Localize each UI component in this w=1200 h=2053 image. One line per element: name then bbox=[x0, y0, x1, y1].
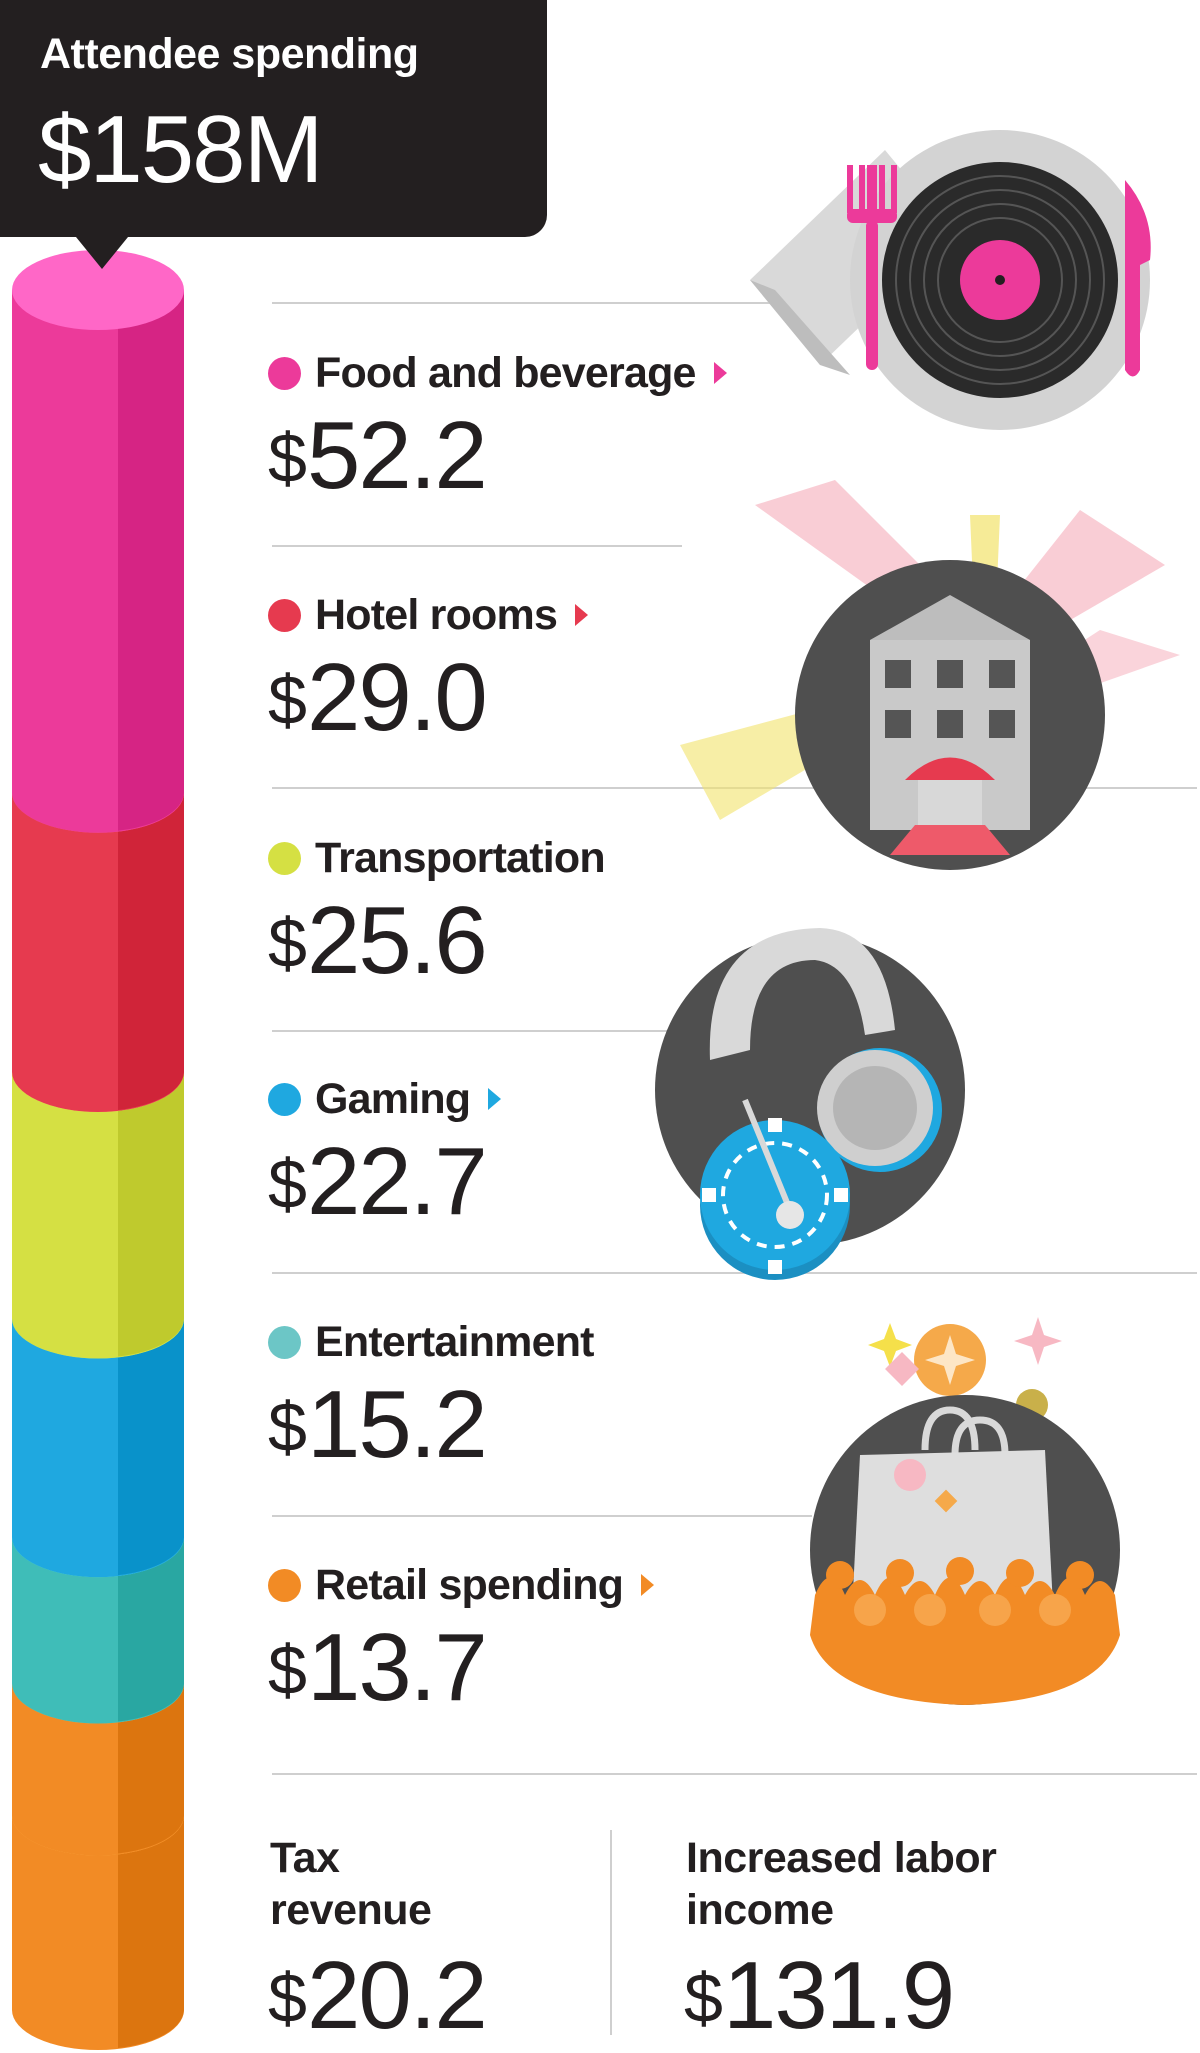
cylinder-segment-food-and-beverage bbox=[12, 250, 184, 833]
cylinder-shade bbox=[118, 792, 184, 1110]
legend-dot bbox=[268, 1082, 301, 1116]
legend-dot bbox=[268, 1568, 301, 1602]
category-value: $13.7 bbox=[268, 1614, 488, 1721]
arrow-right-icon[interactable] bbox=[488, 1088, 502, 1110]
category-entertainment: Entertainment bbox=[268, 1312, 595, 1372]
category-transportation: Transportation bbox=[268, 828, 606, 888]
stacked-cylinder-chart bbox=[12, 250, 184, 2050]
divider bbox=[272, 1030, 682, 1032]
arrow-right-icon[interactable] bbox=[575, 604, 589, 626]
category-label: Hotel rooms bbox=[315, 590, 558, 639]
cylinder-shade bbox=[118, 1683, 184, 1854]
total-callout: Attendee spending $158M bbox=[0, 0, 547, 237]
headphones-poker-chip-icon bbox=[655, 928, 965, 1280]
category-value: $29.0 bbox=[268, 644, 488, 751]
arrow-right-icon[interactable] bbox=[713, 362, 727, 384]
category-gaming: Gaming bbox=[268, 1069, 502, 1129]
cylinder-shade bbox=[118, 290, 184, 831]
category-hotel-rooms: Hotel rooms bbox=[268, 585, 589, 645]
divider bbox=[272, 1773, 1197, 1775]
callout-total-value: $158M bbox=[38, 96, 324, 203]
category-value: $25.6 bbox=[268, 887, 488, 994]
cylinder-top bbox=[12, 250, 184, 330]
hotel-spotlights-icon bbox=[680, 480, 1180, 870]
cylinder-shade bbox=[118, 1071, 184, 1357]
category-label: Food and beverage bbox=[315, 348, 696, 397]
cylinder-shade bbox=[118, 1815, 184, 2048]
vinyl-dinner-plate-icon bbox=[750, 130, 1151, 430]
callout-pointer bbox=[76, 237, 128, 269]
divider bbox=[272, 302, 792, 304]
divider bbox=[272, 1272, 1197, 1274]
category-label: Entertainment bbox=[315, 1317, 595, 1366]
arrow-right-icon[interactable] bbox=[641, 1574, 655, 1596]
divider bbox=[272, 545, 682, 547]
legend-dot bbox=[268, 841, 301, 875]
divider bbox=[272, 1515, 812, 1517]
vertical-divider bbox=[610, 1830, 612, 2035]
category-value: $15.2 bbox=[268, 1371, 488, 1478]
callout-title: Attendee spending bbox=[40, 30, 419, 78]
labor-income-value: $131.9 bbox=[684, 1942, 955, 2049]
tax-revenue-value: $20.2 bbox=[268, 1942, 488, 2049]
labor-income-label: Increased labor income bbox=[686, 1834, 997, 1934]
category-retail-spending: Retail spending bbox=[268, 1555, 655, 1615]
legend-dot bbox=[268, 598, 301, 632]
shopping-bag-crowd-icon bbox=[810, 1317, 1120, 1705]
tax-revenue-label: Tax revenue bbox=[270, 1834, 432, 1934]
category-label: Gaming bbox=[315, 1074, 471, 1123]
category-value: $22.7 bbox=[268, 1128, 488, 1235]
category-food-and-beverage: Food and beverage bbox=[268, 343, 727, 403]
cylinder-shade bbox=[118, 1537, 184, 1722]
category-label: Transportation bbox=[315, 833, 606, 882]
category-label: Retail spending bbox=[315, 1560, 624, 1609]
legend-dot bbox=[268, 356, 301, 390]
category-value: $52.2 bbox=[268, 402, 488, 509]
legend-dot bbox=[268, 1325, 301, 1359]
cylinder-shade bbox=[118, 1318, 184, 1576]
